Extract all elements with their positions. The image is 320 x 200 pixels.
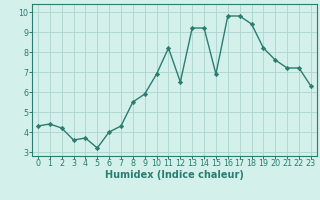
X-axis label: Humidex (Indice chaleur): Humidex (Indice chaleur)	[105, 170, 244, 180]
